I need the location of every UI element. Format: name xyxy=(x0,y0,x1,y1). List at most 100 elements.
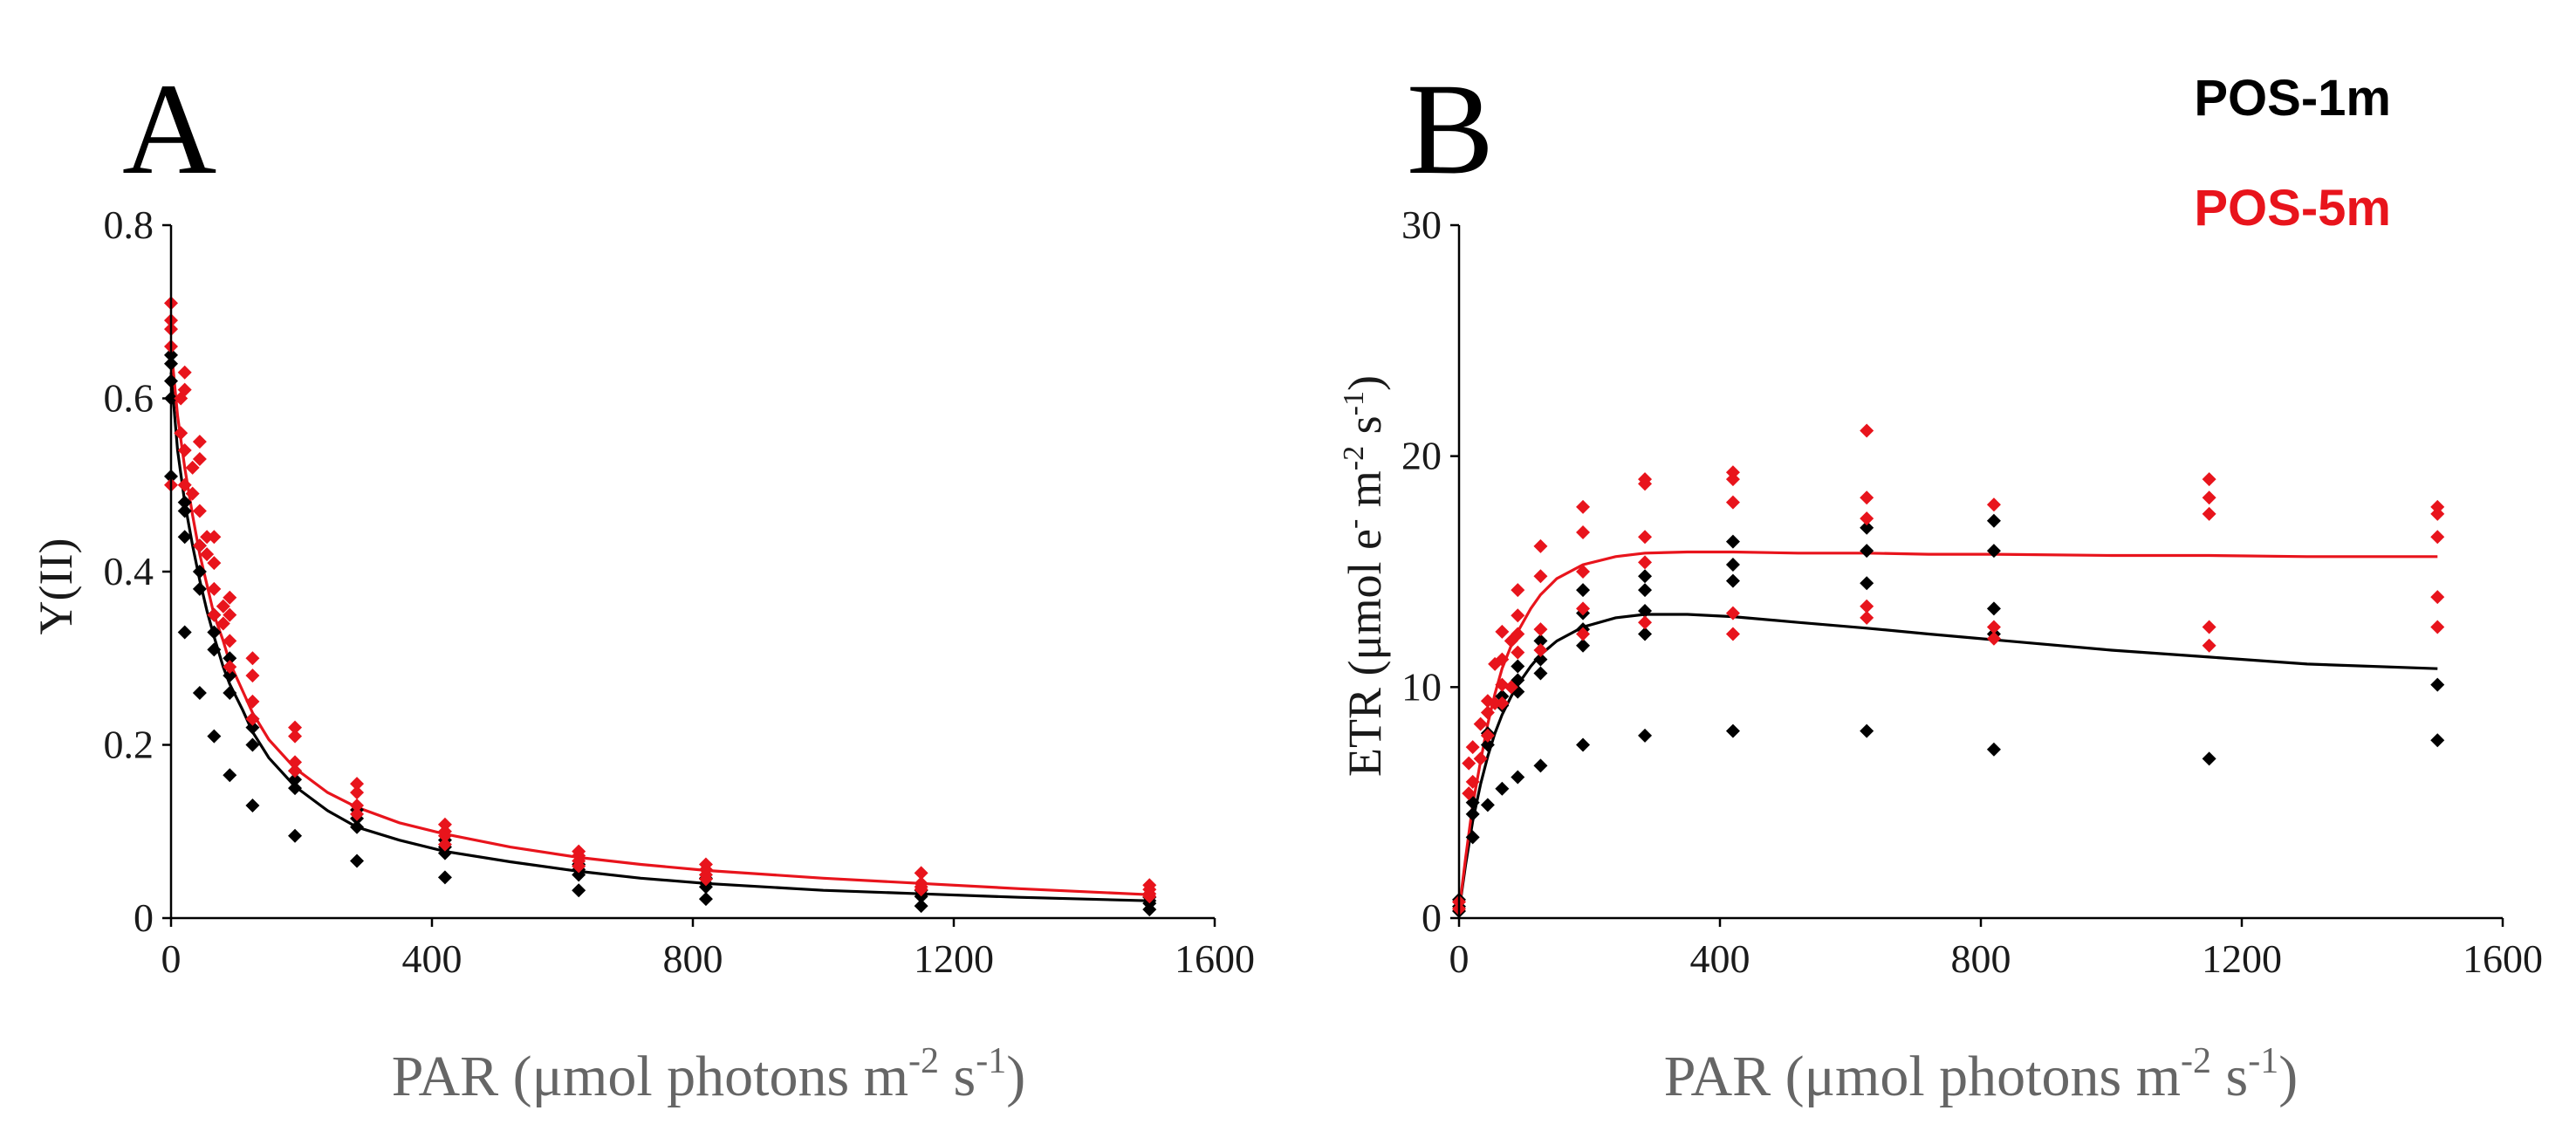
panel-a-data-point-pos-1m xyxy=(207,625,222,640)
panel-b-data-point-pos-5m xyxy=(2202,638,2216,653)
panel-a-data-point-pos-5m xyxy=(350,785,365,800)
legend-entry-pos-5m: POS-5m xyxy=(2194,180,2391,237)
panel-b-data-point-pos-5m xyxy=(1511,583,1525,598)
panel-b-data-point-pos-1m xyxy=(1638,569,1653,584)
panel-a-data-point-pos-1m xyxy=(192,685,207,700)
panel-a-data-point-pos-5m xyxy=(288,720,303,735)
panel-b-data-point-pos-1m xyxy=(1986,544,2001,559)
panel-a-data-point-pos-1m xyxy=(223,651,237,666)
panel-a-data-point-pos-5m xyxy=(174,426,188,441)
panel-b-data-point-pos-1m xyxy=(1576,583,1591,598)
panel-b-data-point-pos-1m xyxy=(1860,723,1874,738)
panel-b-x-tick-label: 1200 xyxy=(2202,936,2282,981)
panel-b-data-point-pos-5m xyxy=(2202,506,2216,521)
panel-a-data-point-pos-5m xyxy=(245,668,260,683)
panel-b-data-point-pos-5m xyxy=(1462,756,1476,771)
panel-a-data-point-pos-1m xyxy=(207,642,222,657)
panel-b-y-tick-label: 20 xyxy=(1401,434,1442,478)
panel-a-data-point-pos-5m xyxy=(245,651,260,666)
panel-b-data-point-pos-5m xyxy=(1576,565,1591,579)
panel-a-data-point-pos-5m xyxy=(177,365,192,380)
panel-b-data-point-pos-1m xyxy=(1576,737,1591,752)
panel-a-y-axis-label: Y(II) xyxy=(30,538,82,635)
panel-a-data-point-pos-5m xyxy=(192,451,207,466)
panel-b-data-point-pos-1m xyxy=(1465,806,1480,821)
panel-b-data-point-pos-1m xyxy=(1638,583,1653,598)
panel-a-data-point-pos-5m xyxy=(216,616,230,631)
legend: POS-1m POS-5m xyxy=(2194,70,2391,237)
panel-b-data-point-pos-5m xyxy=(1465,774,1480,789)
panel-b-data-point-pos-5m xyxy=(1462,786,1476,801)
panel-a-data-point-pos-5m xyxy=(223,607,237,622)
panel-b-data-point-pos-1m xyxy=(1725,723,1740,738)
panel-b-data-point-pos-5m xyxy=(2202,490,2216,505)
panel-a-data-point-pos-5m xyxy=(288,764,303,778)
panel-a-data-point-pos-5m xyxy=(207,607,222,622)
panel-a-data-point-pos-1m xyxy=(350,854,365,868)
panel-a-data-point-pos-1m xyxy=(223,685,237,700)
panel-a-data-point-pos-5m xyxy=(350,806,365,821)
panel-a-data-point-pos-1m xyxy=(223,768,237,783)
panel-b-data-point-pos-1m xyxy=(1576,638,1591,653)
panel-a-data-point-pos-1m xyxy=(914,899,928,914)
panel-a-data-point-pos-5m xyxy=(216,599,230,614)
panel-b-data-point-pos-1m xyxy=(1533,634,1548,648)
panel-b-y-axis-label: ETR (μmol e- m-2 s-1) xyxy=(1338,375,1391,777)
panel-b-data-point-pos-5m xyxy=(1638,555,1653,570)
panel-a-data-point-pos-5m xyxy=(288,755,303,770)
panel-a-data-point-pos-1m xyxy=(245,737,260,752)
panel-a-data-point-pos-5m xyxy=(177,477,192,492)
panel-b-data-point-pos-5m xyxy=(2430,499,2445,514)
panel-b-y-tick-label: 30 xyxy=(1401,202,1442,247)
panel-a-data-point-pos-1m xyxy=(245,720,260,735)
panel-a-data-point-pos-1m xyxy=(177,530,192,545)
panel-b-x-tick-label: 400 xyxy=(1690,936,1750,981)
panel-b: B 0 400 800 1200 1600 0 10 20 30 ETR (μmol e- m-… xyxy=(1338,57,2543,1108)
panel-a-data-point-pos-5m xyxy=(192,435,207,449)
panel-b-data-point-pos-5m xyxy=(1860,599,1874,614)
panel-a-data-point-pos-5m xyxy=(350,777,365,792)
panel-b-data-point-pos-5m xyxy=(1986,497,2001,512)
panel-b-data-point-pos-5m xyxy=(2430,620,2445,634)
panel-a-x-tick-label: 1200 xyxy=(914,936,994,981)
panel-a-data-point-pos-1m xyxy=(288,772,303,787)
panel-a-data-point-pos-5m xyxy=(177,443,192,458)
panel-a-fit-curve-pos-5m xyxy=(169,346,1150,896)
panel-b-data-point-pos-5m xyxy=(1725,627,1740,641)
panel-b-data-point-pos-1m xyxy=(1511,659,1525,674)
panel-a-data-point-pos-1m xyxy=(207,729,222,744)
panel-b-data-point-pos-1m xyxy=(1480,798,1495,812)
panel-a-data-point-pos-5m xyxy=(1142,878,1157,893)
panel-a-data-point-pos-1m xyxy=(245,798,260,812)
panel-b-x-axis-label: PAR (μmol photons m-2 s-1) xyxy=(1664,1041,2298,1108)
panel-b-data-point-pos-5m xyxy=(1860,610,1874,625)
panel-a-y-tick-label: 0 xyxy=(134,895,154,940)
panel-a-data-point-pos-5m xyxy=(200,530,215,545)
panel-b-data-point-pos-1m xyxy=(1465,830,1480,845)
panel-b-data-point-pos-1m xyxy=(1860,520,1874,535)
panel-a-data-point-pos-5m xyxy=(572,844,586,859)
panel-b-data-point-pos-5m xyxy=(1576,601,1591,616)
panel-b-x-tick-label: 800 xyxy=(1951,936,2011,981)
panel-b-data-point-pos-5m xyxy=(1480,705,1495,720)
panel-b-y-tick-label: 0 xyxy=(1422,895,1442,940)
panel-a-data-point-pos-5m xyxy=(207,556,222,571)
panel-b-data-point-pos-5m xyxy=(1576,627,1591,641)
panel-b-data-point-pos-5m xyxy=(1725,465,1740,480)
panel-a-data-point-pos-5m xyxy=(288,729,303,744)
panel-a-data-point-pos-5m xyxy=(914,866,928,881)
panel-b-data-point-pos-5m xyxy=(1504,680,1518,695)
panel-b-data-point-pos-5m xyxy=(1576,499,1591,514)
panel-a-data-point-pos-5m xyxy=(350,798,365,812)
panel-b-data-point-pos-1m xyxy=(1638,603,1653,618)
panel-a-data-point-pos-1m xyxy=(572,883,586,898)
panel-b-data-point-pos-5m xyxy=(1860,511,1874,526)
panel-b-data-point-pos-1m xyxy=(2430,733,2445,748)
panel-b-data-point-pos-1m xyxy=(2202,751,2216,766)
panel-b-data-point-pos-5m xyxy=(1465,740,1480,755)
panel-b-data-point-pos-5m xyxy=(1860,490,1874,505)
panel-b-data-point-pos-5m xyxy=(1725,495,1740,510)
panel-a-data-point-pos-1m xyxy=(192,565,207,579)
panel-b-data-point-pos-5m xyxy=(1473,716,1488,731)
panel-a-data-point-pos-5m xyxy=(437,837,452,852)
